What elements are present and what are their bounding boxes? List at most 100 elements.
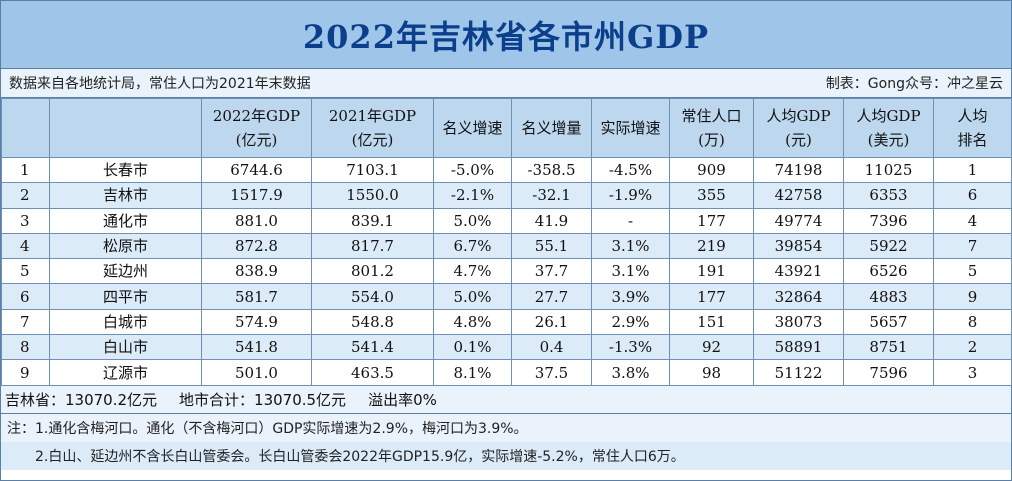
table-cell: 0.1% (433, 334, 512, 361)
table-cell: -32.1 (511, 182, 592, 209)
column-header-line1: 人均 (957, 107, 988, 125)
column-header-7: 常住人口 (万) (669, 98, 754, 158)
table-cell: 43921 (753, 258, 844, 285)
table-cell: 839.1 (311, 207, 434, 234)
table-cell: 801.2 (311, 258, 434, 285)
table-row: 8 白山市 541.8 541.4 0.1% 0.4 -1.3% 92 58891 8751 2 (1, 334, 1012, 361)
table-cell: 501.0 (201, 359, 312, 386)
table-row: 9 辽源市 501.0 463.5 8.1% 37.5 3.8% 98 51122 7596 3 (1, 359, 1012, 386)
table-cell: 581.7 (201, 283, 312, 310)
table-cell: 5922 (843, 232, 934, 260)
table-cell: 辽源市 (49, 359, 202, 386)
table-cell: 白城市 (49, 308, 202, 336)
table-cell: 32864 (753, 283, 844, 310)
table-cell: 四平市 (49, 283, 202, 310)
table-cell: 延边州 (49, 258, 202, 285)
table-cell: 5 (933, 258, 1012, 285)
province-total: 吉林省：13070.2亿元 (5, 390, 158, 409)
table-cell: 4 (933, 207, 1012, 234)
table-cell: 3.8% (591, 359, 670, 386)
table-cell: 38073 (753, 308, 844, 336)
table-cell: 838.9 (201, 258, 312, 285)
table-cell: 872.8 (201, 232, 312, 260)
column-header-5: 名义增量 (511, 98, 592, 158)
table-cell: 8 (1, 334, 50, 361)
column-header-line2: 排名 (957, 131, 988, 149)
table-cell: 8 (933, 308, 1012, 336)
table-cell: -5.0% (433, 156, 512, 184)
overflow-rate: 溢出率0% (368, 390, 437, 409)
table-cell: 4883 (843, 283, 934, 310)
table-cell: 4.7% (433, 258, 512, 285)
summary-row: 吉林省：13070.2亿元 地市合计：13070.5亿元 溢出率0% (1, 385, 1011, 414)
table-cell: 817.7 (311, 232, 434, 260)
table-cell: 白山市 (49, 334, 202, 361)
column-header-line1: 实际增速 (600, 119, 661, 137)
table-cell: 松原市 (49, 232, 202, 260)
table-cell: 5.0% (433, 207, 512, 234)
table-cell: -4.5% (591, 156, 670, 184)
table-cell: -1.3% (591, 334, 670, 361)
column-header-2: 2022年GDP (亿元) (201, 98, 312, 158)
page-title: 2022年吉林省各市州GDP (1, 1, 1011, 69)
table-row: 4 松原市 872.8 817.7 6.7% 55.1 3.1% 219 39854 5922 7 (1, 232, 1012, 260)
column-header-line1: 2021年GDP (328, 107, 417, 125)
table-cell: 881.0 (201, 207, 312, 234)
table-cell: 6 (1, 283, 50, 310)
table-cell: 6526 (843, 258, 934, 285)
cities-total: 地市合计：13070.5亿元 (179, 390, 347, 409)
table-cell: 7 (1, 308, 50, 336)
table-cell: 3.1% (591, 232, 670, 260)
footnote-1: 注：1.通化含梅河口。通化（不含梅河口）GDP实际增速为2.9%，梅河口为3.9… (1, 413, 1011, 442)
table-cell: 长春市 (49, 156, 202, 184)
table-cell: 3 (1, 207, 50, 234)
source-row: 数据来自各地统计局，常住人口为2021年末数据 制表：Gong众号：冲之星云 (1, 69, 1011, 98)
column-header-10: 人均 排名 (933, 98, 1012, 158)
table-cell: -2.1% (433, 182, 512, 209)
table-cell: 3.1% (591, 258, 670, 285)
source-note: 数据来自各地统计局，常住人口为2021年末数据 (9, 76, 311, 92)
table-cell: 58891 (753, 334, 844, 361)
table-cell: 4 (1, 232, 50, 260)
table-cell: 355 (669, 182, 754, 209)
gdp-table: 2022年GDP (亿元) 2021年GDP (亿元) 名义增速 名义增量 实际增速 常住人口… (1, 98, 1012, 386)
table-cell: 37.7 (511, 258, 592, 285)
table-cell: 191 (669, 258, 754, 285)
column-header-line2: (亿元) (351, 131, 394, 149)
table-cell: 39854 (753, 232, 844, 260)
table-cell: 548.8 (311, 308, 434, 336)
table-row: 1 长春市 6744.6 7103.1 -5.0% -358.5 -4.5% 909 74198… (1, 156, 1012, 184)
table-row: 5 延边州 838.9 801.2 4.7% 37.7 3.1% 191 43921 6526 5 (1, 258, 1012, 285)
table-cell: 909 (669, 156, 754, 184)
column-header-line1: 人均GDP (766, 107, 831, 125)
table-cell: 554.0 (311, 283, 434, 310)
column-header-4: 名义增速 (433, 98, 512, 158)
table-header-row: 2022年GDP (亿元) 2021年GDP (亿元) 名义增速 名义增量 实际增速 常住人口… (1, 98, 1012, 158)
table-cell: 4.8% (433, 308, 512, 336)
table-cell: 177 (669, 283, 754, 310)
table-cell: 541.8 (201, 334, 312, 361)
column-header-line2: (亿元) (235, 131, 278, 149)
column-header-line1: 人均GDP (856, 107, 921, 125)
table-cell: 11025 (843, 156, 934, 184)
table-cell: 9 (933, 283, 1012, 310)
table-cell: 1517.9 (201, 182, 312, 209)
table-cell: 574.9 (201, 308, 312, 336)
column-header-0 (1, 98, 50, 158)
table-row: 7 白城市 574.9 548.8 4.8% 26.1 2.9% 151 38073 5657 8 (1, 308, 1012, 336)
table-cell: 6744.6 (201, 156, 312, 184)
table-cell: 5 (1, 258, 50, 285)
column-header-3: 2021年GDP (亿元) (311, 98, 434, 158)
column-header-line2: (万) (698, 131, 725, 149)
table-cell: 26.1 (511, 308, 592, 336)
table-cell: 5.0% (433, 283, 512, 310)
column-header-line2: (元) (785, 131, 812, 149)
column-header-line1: 名义增量 (521, 119, 582, 137)
table-cell: 6.7% (433, 232, 512, 260)
table-cell: 98 (669, 359, 754, 386)
table-cell: 7 (933, 232, 1012, 260)
column-header-6: 实际增速 (591, 98, 670, 158)
author-credit: 制表：Gong众号：冲之星云 (825, 76, 1003, 92)
footnote-2: 2.白山、延边州不含长白山管委会。长白山管委会2022年GDP15.9亿，实际增… (1, 441, 1011, 470)
